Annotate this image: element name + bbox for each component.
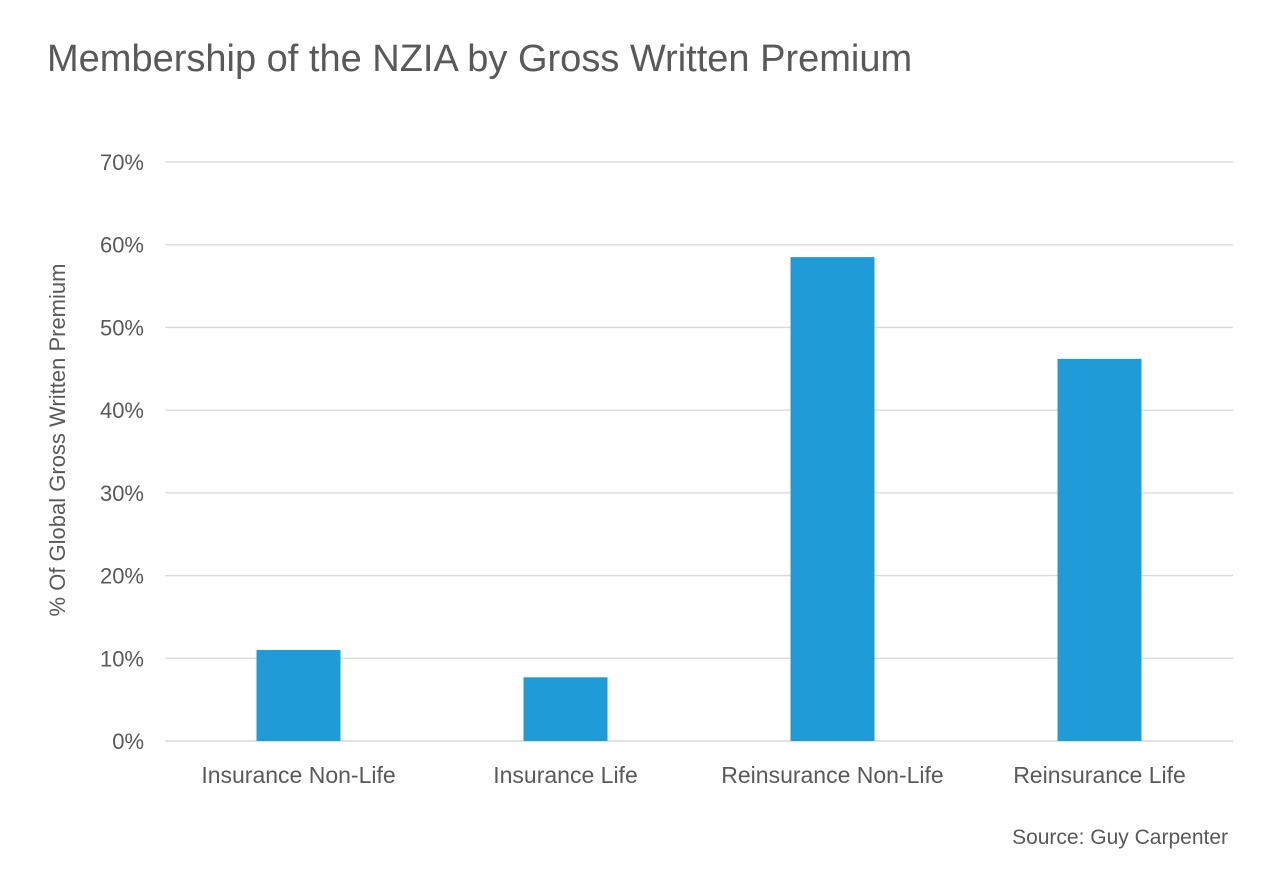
y-tick-label: 60% [100, 233, 144, 258]
y-axis-title: % Of Global Gross Written Premium [45, 264, 70, 617]
bar [790, 257, 875, 741]
gridlines [165, 161, 1233, 742]
y-tick-labels: 0% 10% 20% 30% 40% 50% 60% 70% [100, 150, 144, 754]
x-category-label: Reinsurance Non-Life [721, 762, 943, 788]
bars [256, 257, 1142, 741]
y-tick-label: 50% [100, 315, 144, 340]
y-tick-label: 40% [100, 398, 144, 423]
y-tick-label: 0% [112, 729, 144, 754]
bar [523, 677, 608, 741]
y-tick-label: 30% [100, 481, 144, 506]
x-category-label: Insurance Life [493, 762, 637, 788]
bar [256, 650, 341, 741]
y-tick-label: 70% [100, 150, 144, 175]
bar [1057, 358, 1142, 741]
chart-title: Membership of the NZIA by Gross Written … [47, 38, 913, 80]
y-tick-label: 20% [100, 564, 144, 589]
x-category-label: Insurance Non-Life [201, 762, 395, 788]
x-category-labels: Insurance Non-Life Insurance Life Reinsura… [201, 762, 1185, 788]
source-note: Source: Guy Carpenter [1012, 826, 1228, 849]
y-tick-label: 10% [100, 646, 144, 671]
x-category-label: Reinsurance Life [1013, 762, 1186, 788]
